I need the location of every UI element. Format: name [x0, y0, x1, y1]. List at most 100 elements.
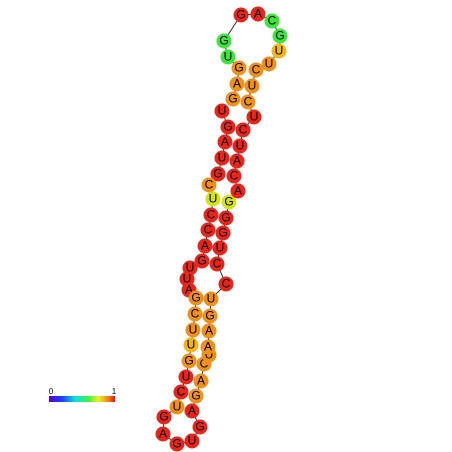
nucleotide [209, 256, 225, 272]
nucleotide [155, 426, 171, 442]
nucleotide-label: C [244, 95, 253, 109]
nucleotide-label: G [275, 29, 284, 43]
nucleotide [250, 6, 266, 22]
nucleotide [184, 403, 200, 419]
nucleotide-label: G [221, 211, 230, 225]
nucleotide [246, 109, 262, 125]
nucleotide [217, 134, 233, 150]
nucleotide [169, 436, 185, 452]
nucleotide-label: G [191, 291, 200, 305]
nucleotide [215, 225, 231, 241]
nucleotide-label: A [254, 7, 262, 21]
nucleotide-label: C [268, 14, 277, 28]
nucleotide [188, 290, 204, 306]
nucleotide [271, 43, 287, 59]
nucleotide-label: A [233, 154, 241, 168]
nucleotide-label: C [230, 169, 239, 183]
nucleotide-label: G [159, 410, 168, 424]
nucleotide-label: C [200, 357, 209, 371]
nucleotide-label: G [195, 420, 204, 434]
nucleotide [201, 323, 217, 339]
nucleotide [218, 276, 234, 292]
nucleotide [187, 306, 203, 322]
nucleotide-label: A [205, 324, 213, 338]
nucleotide [173, 384, 189, 400]
nucleotide [203, 291, 219, 307]
nucleotide [193, 373, 209, 389]
nucleotide-label: G [191, 389, 200, 403]
nucleotide-label: G [223, 120, 232, 134]
nucleotide-label: C [204, 223, 213, 237]
nucleotide-label: U [218, 104, 227, 118]
nucleotide [244, 78, 260, 94]
color-scale [49, 396, 115, 402]
nucleotide-label: G [197, 254, 206, 268]
nucleotide [183, 337, 199, 353]
nucleotide-label: G [172, 437, 181, 451]
nucleotide [229, 153, 245, 169]
nucleotide [188, 388, 204, 404]
nucleotide [194, 253, 210, 269]
nucleotide-label: A [221, 135, 229, 149]
nucleotide [197, 238, 213, 254]
nucleotide [264, 13, 280, 29]
nucleotide [221, 194, 237, 210]
nucleotide [220, 119, 236, 135]
nucleotide-label: A [234, 184, 242, 198]
nucleotide-label: C [177, 385, 186, 399]
nucleotide-label: G [236, 8, 245, 22]
nucleotide [225, 91, 241, 107]
nucleotide-label: G [205, 309, 214, 323]
nucleotide [220, 49, 236, 65]
nucleotide [169, 399, 185, 415]
nucleotide [272, 28, 288, 44]
nucleotide [192, 419, 208, 435]
nucleotide-label: U [236, 139, 245, 153]
nucleotide-label: A [204, 340, 212, 354]
nucleotide [231, 60, 247, 76]
nucleotide [235, 122, 251, 138]
nucleotide [229, 76, 245, 92]
nucleotide-label: A [201, 239, 209, 253]
nucleotide [233, 7, 249, 23]
nucleotide [212, 240, 228, 256]
nucleotide [210, 166, 226, 182]
nucleotide [178, 369, 194, 385]
nucleotide-label: A [233, 77, 241, 91]
nucleotide-label: A [159, 427, 167, 441]
nucleotide-label: U [188, 434, 197, 448]
nucleotide-label: G [224, 195, 233, 209]
nucleotide-label: G [228, 92, 237, 106]
nucleotide-label: G [184, 354, 193, 368]
nucleotide-label: G [234, 61, 243, 75]
nucleotide-label: C [239, 123, 248, 137]
nucleotide-label: A [185, 283, 193, 297]
nucleotide-label: U [186, 261, 195, 275]
nucleotide-label: G [213, 167, 222, 181]
nucleotide-label: U [207, 292, 216, 306]
nucleotide-label: U [265, 57, 274, 71]
nucleotide-label: U [173, 400, 182, 414]
nucleotide [200, 222, 216, 238]
nucleotide [181, 353, 197, 369]
nucleotide-label: U [275, 44, 284, 58]
nucleotide-label: C [222, 277, 231, 291]
nucleotide-label: C [205, 178, 214, 192]
nucleotide [214, 150, 230, 166]
nucleotide [214, 103, 230, 119]
nucleotide-label: G [219, 34, 228, 48]
nucleotide-label: U [205, 348, 214, 362]
nucleotide-label: U [187, 338, 196, 352]
nucleotide [185, 322, 201, 338]
nucleotide-label: C [213, 257, 222, 271]
nucleotide-label: C [191, 307, 200, 321]
nucleotide-label: U [218, 151, 227, 165]
nucleotide [184, 433, 200, 449]
nucleotide-label: C [252, 63, 261, 77]
nucleotide-label: C [207, 208, 216, 222]
scale-max: 1 [112, 387, 117, 396]
nucleotide [202, 308, 218, 324]
nucleotide [240, 94, 256, 110]
nucleotide [201, 177, 217, 193]
nucleotide-label: U [209, 192, 218, 206]
